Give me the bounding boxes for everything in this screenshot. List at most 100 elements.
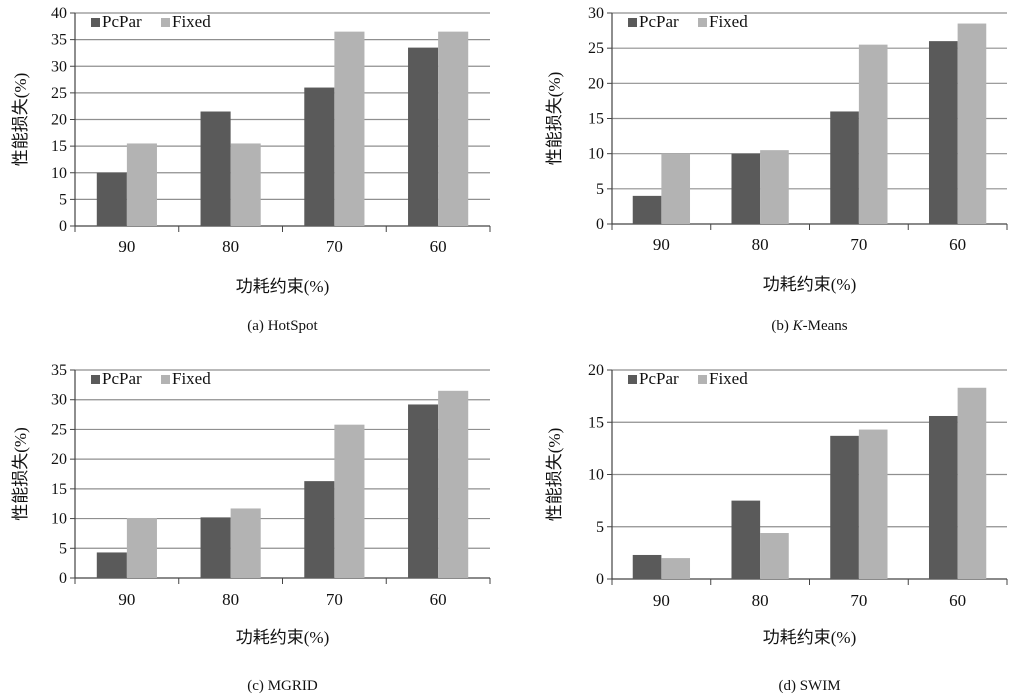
caption-prefix: (a) <box>247 318 267 334</box>
chart-panel-3: 0 5 10 15 20 25 30 35 90 80 70 60 PcPar Fixed 功耗约束(%) 性… <box>11 362 491 694</box>
caption-prefix: (d) <box>778 678 799 694</box>
bar-fixed-70 <box>334 31 365 227</box>
bar-pcpar-80 <box>200 517 231 578</box>
legend-swatch-pcpar <box>91 375 100 384</box>
legend-label-pcpar: PcPar <box>102 369 142 388</box>
y-tick-label: 30 <box>51 58 67 75</box>
bar-pcpar-90 <box>632 195 662 224</box>
x-category-label: 60 <box>949 591 966 610</box>
legend-label-fixed: Fixed <box>709 12 748 31</box>
y-tick-label: 15 <box>588 414 604 431</box>
y-tick-label: 10 <box>588 146 604 163</box>
bar-pcpar-60 <box>928 41 958 225</box>
y-tick-label: 20 <box>588 75 604 92</box>
x-category-label: 90 <box>653 591 670 610</box>
y-tick-label: 0 <box>596 571 604 588</box>
x-axis-label: 功耗约束(%) <box>236 628 329 647</box>
y-tick-label: 5 <box>59 191 67 208</box>
y-tick-label: 5 <box>596 181 604 198</box>
x-category-label: 80 <box>222 237 239 256</box>
legend-swatch-pcpar <box>91 18 100 27</box>
x-axis-label: 功耗约束(%) <box>763 275 856 294</box>
caption-name: -Means <box>803 318 848 334</box>
bar-pcpar-80 <box>731 500 761 579</box>
caption-name: SWIM <box>800 678 841 694</box>
x-category-label: 80 <box>752 591 769 610</box>
y-tick-label: 10 <box>51 511 67 528</box>
x-category-label: 80 <box>752 235 769 254</box>
y-tick-label: 0 <box>59 218 67 235</box>
y-tick-label: 35 <box>51 32 67 49</box>
bar-fixed-80 <box>760 533 789 579</box>
y-tick-label: 10 <box>588 467 604 484</box>
bar-pcpar-70 <box>830 435 859 579</box>
legend-label-pcpar: PcPar <box>639 12 679 31</box>
bar-pcpar-70 <box>304 87 335 226</box>
legend-label-fixed: Fixed <box>172 369 211 388</box>
bar-pcpar-70 <box>304 481 335 578</box>
bar-fixed-90 <box>661 558 691 579</box>
bar-fixed-70 <box>858 429 888 579</box>
panel-caption: (a) HotSpot <box>247 318 318 334</box>
y-tick-label: 15 <box>588 111 604 128</box>
bar-pcpar-90 <box>96 172 127 226</box>
x-category-label: 90 <box>653 235 670 254</box>
bar-fixed-90 <box>126 517 157 578</box>
y-tick-label: 20 <box>51 112 67 129</box>
legend-swatch-fixed <box>161 375 170 384</box>
bar-fixed-60 <box>957 387 987 579</box>
x-category-label: 60 <box>430 590 447 609</box>
bar-pcpar-80 <box>200 111 231 226</box>
x-category-label: 60 <box>430 237 447 256</box>
y-axis-label: 性能损失(%) <box>11 73 30 166</box>
bar-fixed-60 <box>438 390 469 578</box>
chart-panel-1: 0 5 10 15 20 25 30 35 40 90 80 70 60 PcPar Fixed 功耗约束(%… <box>11 5 491 334</box>
x-category-label: 70 <box>850 591 867 610</box>
y-tick-label: 15 <box>51 138 67 155</box>
y-tick-label: 0 <box>59 570 67 587</box>
bar-fixed-60 <box>438 31 469 227</box>
y-tick-label: 40 <box>51 5 67 22</box>
bar-pcpar-90 <box>632 554 662 579</box>
legend-swatch-pcpar <box>628 375 637 384</box>
caption-prefix: (b) <box>771 318 792 334</box>
x-category-label: 70 <box>326 237 343 256</box>
x-category-label: 90 <box>118 237 135 256</box>
chart-panel-4: 0 5 10 15 20 90 80 70 60 PcPar Fixed 功耗约束(%) 性能损失(%)… <box>545 362 1008 694</box>
y-axis-label: 性能损失(%) <box>545 428 564 521</box>
panel-caption: (c) MGRID <box>247 678 318 694</box>
y-tick-label: 30 <box>588 5 604 22</box>
bar-pcpar-80 <box>731 153 761 224</box>
caption-name: HotSpot <box>268 318 319 334</box>
y-tick-label: 0 <box>596 216 604 233</box>
panel-caption: (d) SWIM <box>778 678 840 694</box>
y-tick-label: 20 <box>51 451 67 468</box>
x-category-label: 70 <box>326 590 343 609</box>
legend-label-fixed: Fixed <box>172 12 211 31</box>
bar-pcpar-60 <box>408 404 439 578</box>
legend-label-pcpar: PcPar <box>639 369 679 388</box>
bar-fixed-80 <box>760 150 789 224</box>
bar-pcpar-90 <box>96 552 127 578</box>
y-axis-label: 性能损失(%) <box>11 427 30 520</box>
bar-fixed-60 <box>957 23 987 224</box>
x-axis-label: 功耗约束(%) <box>236 277 329 296</box>
x-axis-label: 功耗约束(%) <box>763 628 856 647</box>
x-category-label: 60 <box>949 235 966 254</box>
bar-fixed-70 <box>858 44 888 225</box>
y-tick-label: 15 <box>51 481 67 498</box>
caption-italic: K <box>792 318 804 334</box>
bar-fixed-80 <box>230 508 261 578</box>
y-axis-label: 性能损失(%) <box>545 72 564 165</box>
y-tick-label: 5 <box>59 540 67 557</box>
bar-pcpar-60 <box>928 415 958 579</box>
x-category-label: 80 <box>222 590 239 609</box>
bar-pcpar-60 <box>408 47 439 226</box>
legend-label-fixed: Fixed <box>709 369 748 388</box>
y-tick-label: 25 <box>51 421 67 438</box>
x-category-label: 90 <box>118 590 135 609</box>
x-category-label: 70 <box>850 235 867 254</box>
bar-pcpar-70 <box>830 111 859 224</box>
legend-swatch-pcpar <box>628 18 637 27</box>
